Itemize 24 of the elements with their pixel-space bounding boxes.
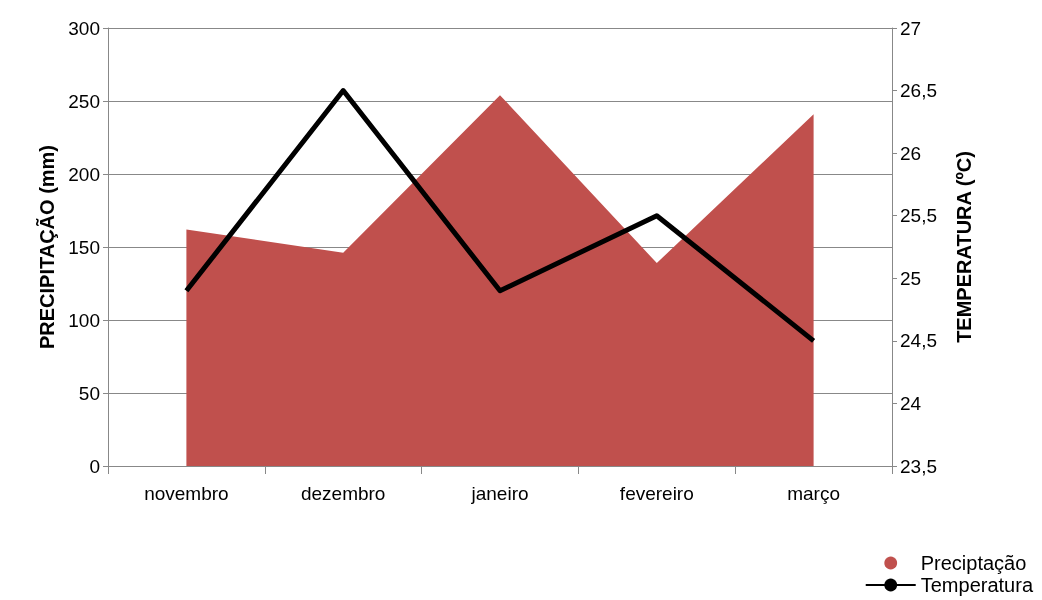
y2-axis-title: TEMPERATURA (ºC) [953,151,975,343]
y2-tick-label: 25,5 [900,205,937,227]
y2-tick-label: 27 [900,17,922,39]
y-tick-label: 300 [68,17,100,39]
y2-tick-label: 25 [900,267,922,289]
y-tick-label: 150 [68,236,100,258]
legend-label: Preciptação [920,552,1027,574]
y2-tick-label: 26 [900,142,922,164]
y2-tick-label: 24,5 [900,330,937,352]
y-axis-title: PRECIPITAÇÃO (mm) [36,144,59,350]
y-tick-label: 200 [68,163,100,185]
y-tick-label: 0 [89,455,100,477]
y-tick-label: 250 [68,90,100,112]
y2-tick-label: 26,5 [900,80,937,102]
x-tick-label: março [787,483,840,504]
x-tick-label: novembro [144,483,229,504]
y2-tick-label: 23,5 [900,455,937,477]
y2-tick-label: 24 [900,392,922,414]
y-tick-label: 50 [78,382,100,404]
x-tick-label: janeiro [470,483,529,504]
x-tick-label: fevereiro [619,483,694,504]
legend-label: Temperatura [920,574,1034,596]
x-tick-label: dezembro [300,483,386,504]
y-tick-label: 100 [68,309,100,331]
